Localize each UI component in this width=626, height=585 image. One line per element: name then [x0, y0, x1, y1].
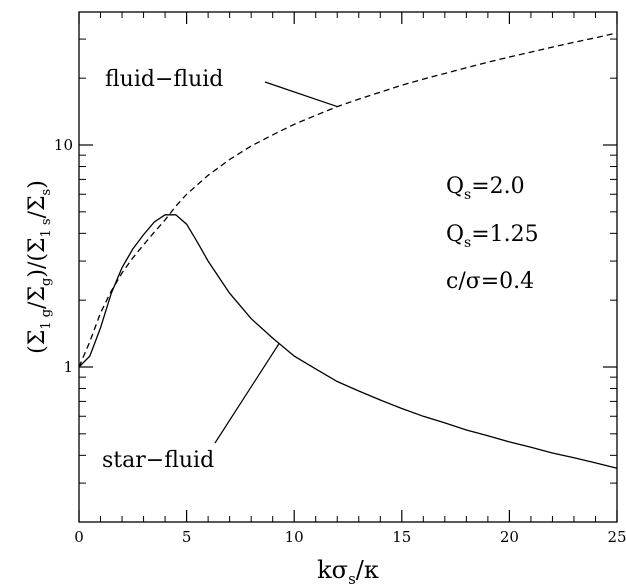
param-qg: Qs=1.25	[446, 222, 539, 251]
x-tick-label: 0	[74, 528, 84, 546]
series-layer	[78, 32, 618, 469]
param-qs: Qs=2.0	[446, 174, 525, 203]
star-fluid-curve	[78, 214, 618, 469]
x-tick-label: 25	[607, 528, 626, 546]
axis-ticks: 0 5 10 15 20 25 1 10	[54, 12, 626, 546]
y-tick-label: 10	[54, 136, 73, 154]
param-c-sigma: c/σ=0.4	[446, 269, 534, 294]
x-tick-label: 5	[182, 528, 192, 546]
star-fluid-pointer	[214, 343, 280, 444]
x-tick-label: 15	[392, 528, 411, 546]
fluid-fluid-label: fluid−fluid	[105, 67, 223, 92]
star-fluid-label: star−fluid	[102, 448, 214, 473]
x-axis-label: kσs/κ	[317, 556, 379, 585]
plot-frame	[78, 11, 618, 523]
y-tick-label: 1	[63, 358, 73, 376]
fluid-fluid-curve	[78, 32, 618, 368]
x-tick-label: 10	[285, 528, 304, 546]
y-axis-label: (Σ1 g/Σg)/(Σ1 s/Σs)	[25, 180, 54, 354]
parameter-block: Qs=2.0 Qs=1.25 c/σ=0.4	[446, 174, 539, 294]
x-tick-label: 20	[500, 528, 519, 546]
fluid-fluid-pointer	[264, 81, 338, 108]
